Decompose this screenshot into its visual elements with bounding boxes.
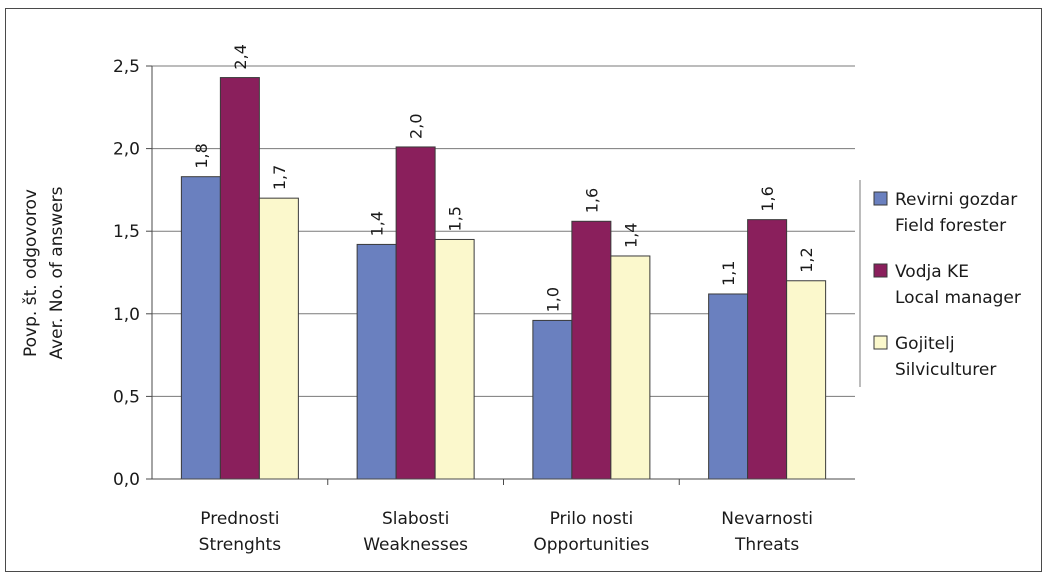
y-tick-labels: 0,0 0,5 1,0 1,5 2,0 2,5 [113,57,140,490]
bar [786,280,827,480]
bar [356,243,397,480]
data-label: 1,4 [621,223,640,248]
category-label: Weaknesses [363,535,468,555]
chart-frame [5,8,1042,572]
category-label: Prilo nosti [550,509,634,529]
legend-label: Local manager [895,288,1021,308]
y-tick-label: 0,5 [113,387,140,407]
y-axis-title: Povp. št. odgovorov Aver. No. of answers [21,186,67,359]
category-label: Opportunities [533,535,649,555]
category-label: Strenghts [199,535,282,555]
category-label: Prednosti [200,509,279,529]
bar [708,293,749,480]
legend-label: Revirni gozdar [895,190,1017,210]
axes [146,65,855,485]
data-label: 1,8 [192,143,211,168]
legend-swatch [873,335,888,350]
bar [610,255,651,480]
category-label: Slabosti [382,509,449,529]
y-tick-label: 1,5 [113,222,140,242]
data-label: 1,5 [446,206,465,231]
category-label: Nevarnosti [721,509,813,529]
y-tick-label: 0,0 [113,470,140,490]
data-label: 1,4 [368,211,387,236]
legend-swatch [873,263,888,278]
bar [395,146,436,480]
data-label: 1,6 [758,186,777,211]
legend-label: Vodja KE [895,262,969,282]
legend: Revirni gozdar Field forester Vodja KE Loca… [859,180,1021,387]
data-label: 2,4 [231,44,250,69]
data-labels: 1,8 2,4 1,7 1,4 2,0 1,5 1,0 1,6 1,4 1,1 1,6 1,2 [192,44,816,312]
bars [180,77,827,480]
data-label: 1,6 [582,188,601,213]
bar [219,77,260,480]
category-label: Threats [734,535,799,555]
legend-label: Gojitelj [895,334,955,354]
y-tick-label: 1,0 [113,305,140,325]
bar [571,220,612,480]
data-label: 1,7 [270,165,289,190]
legend-swatch [873,191,888,206]
bar [532,319,573,480]
y-tick-label: 2,5 [113,57,140,77]
y-axis-title-line: Aver. No. of answers [47,186,67,359]
bar [747,219,788,480]
legend-label: Field forester [895,216,1006,236]
data-label: 1,0 [543,287,562,312]
data-label: 2,0 [407,113,426,138]
data-label: 1,2 [797,247,816,272]
data-label: 1,1 [719,261,738,286]
category-labels: Prednosti Strenghts Slabosti Weaknesses Pril… [199,509,813,555]
bar [258,197,299,480]
y-tick-label: 2,0 [113,140,140,160]
bar [434,238,475,480]
bar [180,176,221,480]
y-axis-title-line: Povp. št. odgovorov [21,189,41,357]
legend-label: Silviculturer [895,360,996,380]
